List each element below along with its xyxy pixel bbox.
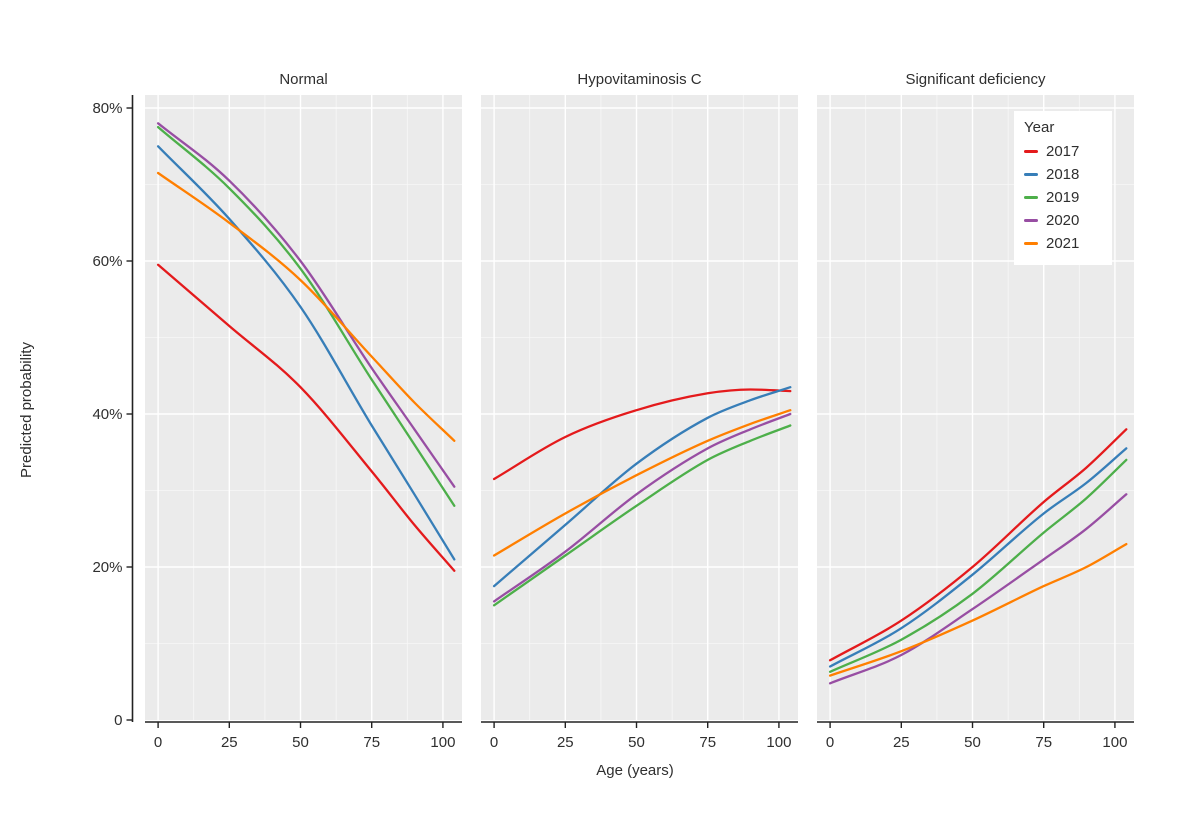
x-tick-label-normal-50: 50 xyxy=(292,734,309,751)
x-tick-label-hypovitaminosis-c-75: 75 xyxy=(699,734,716,751)
series-line-2021-normal xyxy=(156,171,456,442)
facet-hypovitaminosis-c: Hypovitaminosis C 0 25 50 75 100 xyxy=(481,71,798,751)
legend-item-2019: 2019 xyxy=(1024,186,1100,209)
x-tick-label-significant-deficiency-100: 100 xyxy=(1102,734,1127,751)
legend-item-2018: 2018 xyxy=(1024,163,1100,186)
series-line-2018-hypovitaminosis-c xyxy=(492,386,792,588)
x-tick-label-normal-75: 75 xyxy=(363,734,380,751)
facet-title-significant-deficiency: Significant deficiency xyxy=(905,71,1046,88)
x-tick-label-normal-0: 0 xyxy=(154,734,162,751)
minor-gridlines xyxy=(817,95,1134,720)
legend-item-2020: 2020 xyxy=(1024,209,1100,232)
x-tick-label-hypovitaminosis-c-50: 50 xyxy=(628,734,645,751)
y-axis: 0 20% 40% 60% 80% xyxy=(92,95,134,729)
x-tick-label-normal-25: 25 xyxy=(221,734,238,751)
series-line-2019-hypovitaminosis-c xyxy=(492,424,792,607)
legend-swatch-icon-2018 xyxy=(1024,173,1038,176)
x-axis-normal: 0 25 50 75 100 xyxy=(145,721,462,751)
y-tick-label-0: 0 xyxy=(114,712,122,729)
legend-swatch-icon-2020 xyxy=(1024,219,1038,222)
legend-item-label: 2021 xyxy=(1046,235,1080,252)
legend-item-2017: 2017 xyxy=(1024,140,1100,163)
y-tick-label-40: 40% xyxy=(92,406,122,423)
x-tick-label-normal-100: 100 xyxy=(430,734,455,751)
series-line-2021-hypovitaminosis-c xyxy=(492,409,792,557)
series-line-2020-normal xyxy=(156,122,456,488)
y-axis-title: Predicted probability xyxy=(18,342,35,478)
legend-item-label: 2020 xyxy=(1046,212,1080,229)
legend-item-label: 2018 xyxy=(1046,166,1080,183)
facet-normal: Normal 0 25 50 75 100 xyxy=(145,71,462,751)
series-line-2018-significant-deficiency xyxy=(828,447,1128,668)
legend-item-label: 2017 xyxy=(1046,143,1080,160)
x-axis-hypovitaminosis-c: 0 25 50 75 100 xyxy=(481,721,798,751)
series-line-2017-hypovitaminosis-c xyxy=(492,388,792,481)
panel-bg-hypovitaminosis-c xyxy=(481,95,798,720)
y-tick-label-20: 20% xyxy=(92,559,122,576)
series-line-2017-significant-deficiency xyxy=(828,428,1128,662)
x-axis-title: Age (years) xyxy=(596,762,674,779)
y-tick-label-80: 80% xyxy=(92,100,122,117)
facet-title-normal: Normal xyxy=(279,71,327,88)
legend-item-label: 2019 xyxy=(1046,189,1080,206)
x-tick-label-hypovitaminosis-c-100: 100 xyxy=(766,734,791,751)
x-tick-label-significant-deficiency-75: 75 xyxy=(1035,734,1052,751)
series-line-2019-significant-deficiency xyxy=(828,458,1128,673)
x-tick-label-hypovitaminosis-c-25: 25 xyxy=(557,734,574,751)
series-line-2020-significant-deficiency xyxy=(828,493,1128,685)
major-gridlines xyxy=(145,95,462,720)
x-axis-significant-deficiency: 0 25 50 75 100 xyxy=(817,721,1134,751)
series-line-2020-hypovitaminosis-c xyxy=(492,412,792,603)
minor-gridlines xyxy=(481,95,798,720)
x-tick-label-significant-deficiency-50: 50 xyxy=(964,734,981,751)
x-tick-label-significant-deficiency-25: 25 xyxy=(893,734,910,751)
series-line-2021-significant-deficiency xyxy=(828,542,1128,677)
legend-swatch-icon-2021 xyxy=(1024,242,1038,245)
y-tick-label-60: 60% xyxy=(92,253,122,270)
legend-swatch-icon-2017 xyxy=(1024,150,1038,153)
series-line-2018-normal xyxy=(156,145,456,561)
series-line-2017-normal xyxy=(156,263,456,572)
facet-title-hypovitaminosis-c: Hypovitaminosis C xyxy=(577,71,701,88)
legend-items: 2017 2018 2019 2020 2021 xyxy=(1024,140,1100,255)
legend-swatch-icon-2019 xyxy=(1024,196,1038,199)
panel-bg-normal xyxy=(145,95,462,720)
legend-item-2021: 2021 xyxy=(1024,232,1100,255)
major-gridlines xyxy=(481,95,798,720)
x-tick-label-hypovitaminosis-c-0: 0 xyxy=(490,734,498,751)
legend-title: Year xyxy=(1024,119,1055,136)
legend: Year 2017 2018 2019 2020 2021 xyxy=(1014,111,1112,265)
x-tick-label-significant-deficiency-0: 0 xyxy=(826,734,834,751)
